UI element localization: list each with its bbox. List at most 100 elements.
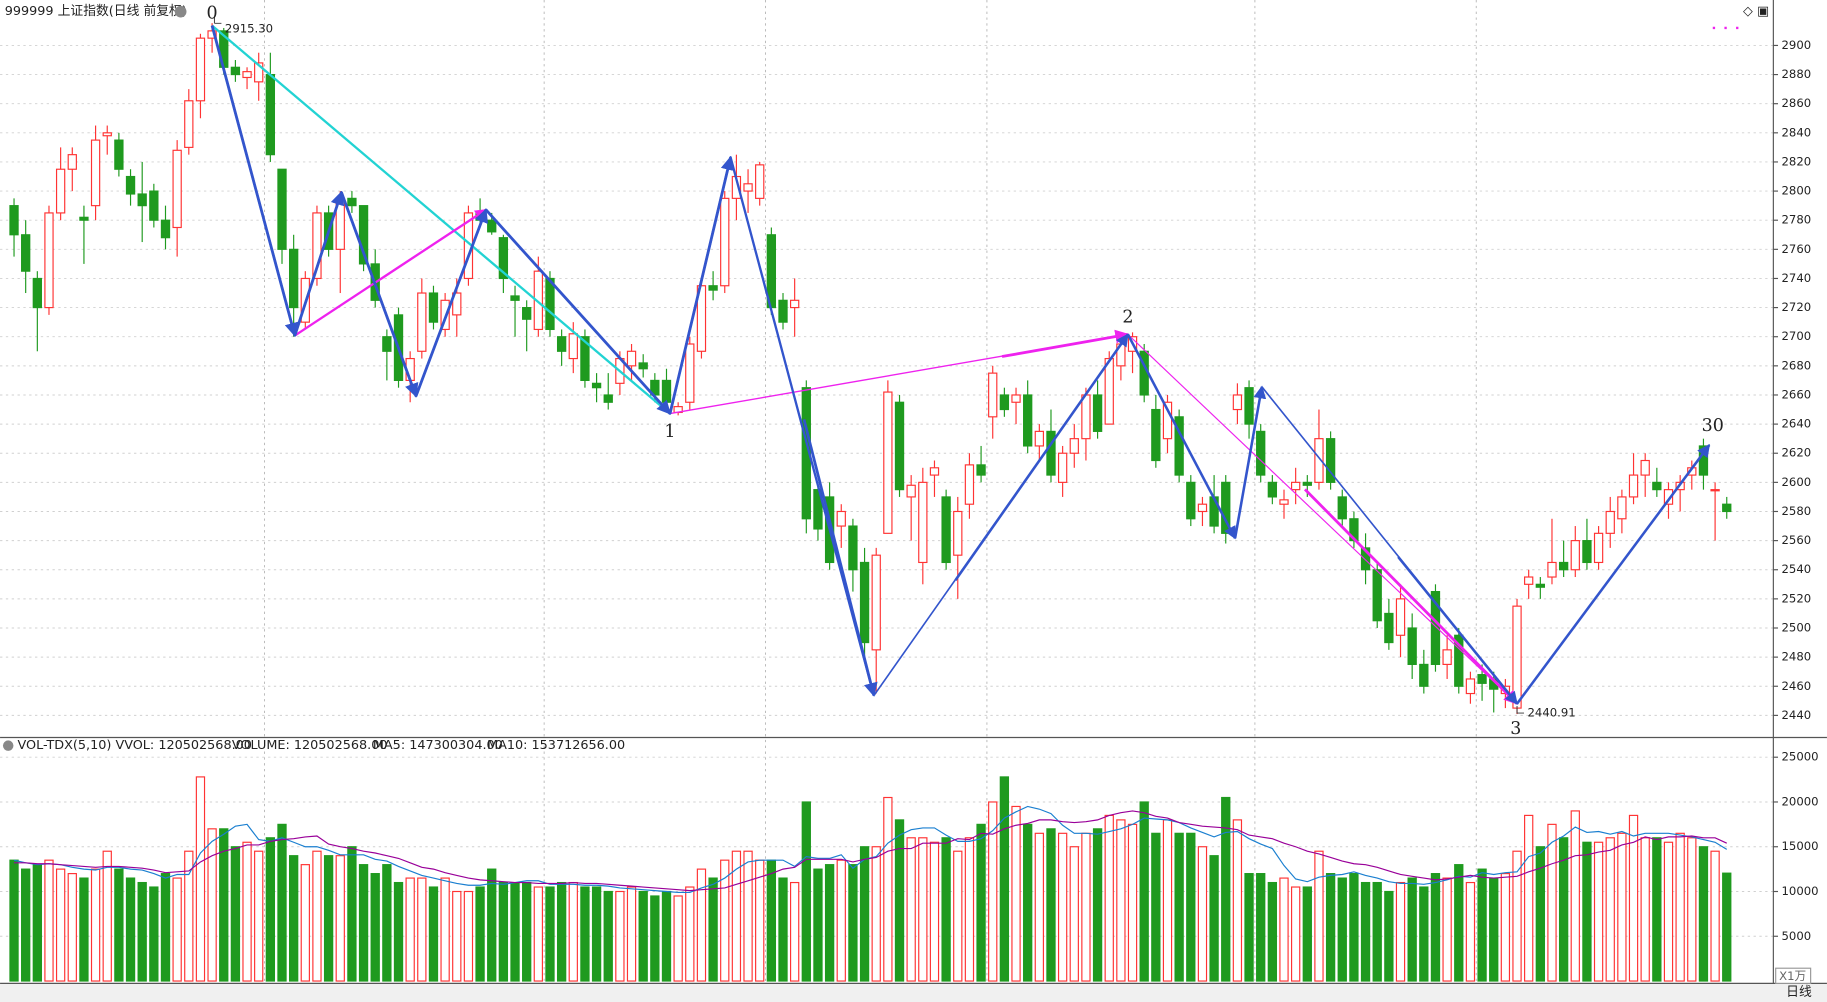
menu-icon[interactable]	[2, 740, 14, 751]
volume-bar	[1069, 846, 1079, 982]
volume-bar	[242, 841, 252, 982]
volume-bar	[1442, 877, 1452, 982]
volume-bar	[1512, 850, 1522, 982]
volume-bar	[347, 846, 357, 982]
candle-body	[1046, 430, 1056, 476]
candle-body	[1314, 438, 1324, 483]
volume-bar	[172, 877, 182, 982]
volume-bar	[1325, 873, 1336, 982]
candle-body	[859, 561, 870, 644]
candle-body	[976, 464, 986, 476]
volume-bar	[1011, 805, 1021, 982]
volume-bar	[1477, 868, 1487, 982]
volume-bar	[358, 864, 369, 982]
y-tick-label: 2740	[1782, 271, 1812, 285]
volume-bar	[1360, 881, 1371, 982]
y-tick-label: 2640	[1782, 417, 1812, 431]
candle-body	[1325, 438, 1336, 483]
y-tick-label: 2480	[1782, 650, 1812, 664]
volume-bar	[440, 877, 450, 982]
candle-body	[1512, 605, 1522, 709]
menu-icon[interactable]	[174, 5, 187, 18]
candle-body	[1407, 627, 1417, 665]
wave-label: 3	[1510, 719, 1521, 739]
candle-body	[1104, 357, 1114, 425]
y-tick-label: 2460	[1782, 679, 1812, 693]
candle-body	[778, 299, 788, 323]
candle-body	[1256, 430, 1266, 476]
candle-body	[999, 394, 1010, 411]
candle-body	[44, 212, 54, 309]
volume-bar	[160, 873, 171, 982]
volume-bar	[1558, 837, 1569, 982]
volume-bar	[1722, 872, 1732, 982]
candle-body	[1547, 561, 1557, 578]
volume-bar	[300, 864, 310, 982]
volume-bar	[1535, 846, 1545, 982]
candle-body	[1244, 387, 1254, 425]
volume-bar	[1384, 890, 1394, 982]
volume-bar	[650, 895, 660, 982]
volume-bar	[1174, 832, 1184, 982]
candle-body	[1186, 481, 1196, 520]
candle-body	[626, 350, 637, 367]
candle-body	[254, 62, 264, 83]
volume-bar	[137, 881, 147, 982]
wave-arrow	[484, 208, 672, 415]
volume-bar	[1570, 810, 1580, 982]
candle-body	[1652, 481, 1662, 491]
y-tick-label: 2540	[1782, 562, 1812, 576]
volume-bar	[1197, 846, 1208, 982]
volume-bar	[661, 890, 672, 982]
candle-body	[1605, 510, 1615, 534]
y-tick-label: 20000	[1782, 794, 1819, 808]
volume-bar	[906, 837, 916, 982]
volume-bar	[1640, 837, 1650, 982]
volume-bar	[1349, 873, 1359, 982]
wave-arrow	[414, 208, 489, 397]
wave-arrow	[954, 333, 1129, 581]
candle-body	[1640, 459, 1650, 476]
volume-bar	[545, 886, 555, 982]
volume-bar	[219, 828, 229, 982]
volume-bar	[1092, 828, 1103, 982]
volume-bar	[1267, 881, 1278, 982]
volume-bar	[626, 886, 637, 982]
candle-body	[1034, 430, 1044, 447]
candle-body	[428, 292, 439, 323]
candle-body	[487, 219, 497, 233]
legend-entry: VOLUME: 120502568.00	[232, 738, 388, 753]
volume-bar	[580, 886, 590, 982]
wave-label: 0	[207, 3, 218, 23]
volume-bar	[1139, 801, 1149, 982]
candle-body	[836, 510, 846, 527]
candle-body	[1279, 499, 1289, 505]
candle-body	[102, 132, 112, 137]
volume-bar	[1687, 837, 1697, 982]
candle-body	[125, 175, 136, 195]
volume-bar	[988, 801, 998, 982]
candle-body	[906, 484, 916, 498]
candle-body	[953, 510, 963, 556]
toolbar-icons[interactable]: ◇ ▣	[1743, 4, 1769, 19]
volume-bar	[568, 881, 578, 982]
candle-body	[1162, 401, 1173, 440]
candle-body	[1197, 503, 1208, 513]
volume-bar	[90, 868, 101, 982]
volume-bar	[801, 801, 811, 982]
volume-bar	[207, 828, 217, 982]
volume-bar	[382, 864, 392, 982]
candle-body	[1395, 598, 1406, 636]
volume-bar	[1023, 823, 1033, 982]
period-label: 日线	[1786, 985, 1812, 1000]
volume-bar	[894, 819, 905, 982]
y-tick-label: 2560	[1782, 533, 1812, 547]
volume-bar	[1419, 886, 1429, 982]
candle-body	[720, 197, 730, 287]
wave-arrow	[802, 419, 878, 697]
wave-arrow	[210, 25, 299, 337]
volume-bar	[510, 881, 520, 982]
volume-bar	[1698, 846, 1709, 982]
volume-bar	[1489, 877, 1499, 982]
